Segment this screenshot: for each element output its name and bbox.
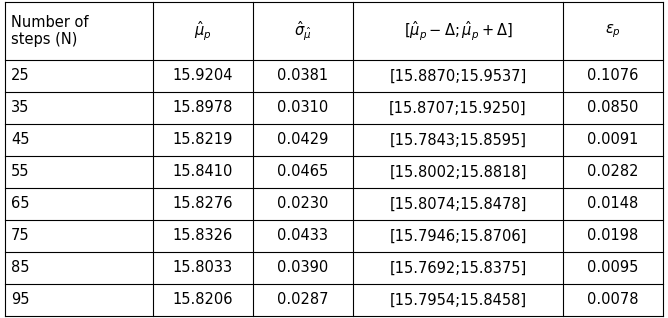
Text: $\epsilon_p$: $\epsilon_p$ xyxy=(605,22,621,40)
Text: 0.0465: 0.0465 xyxy=(277,164,329,179)
Text: 65: 65 xyxy=(11,197,29,211)
Text: Number of
steps (N): Number of steps (N) xyxy=(11,15,88,47)
Text: 15.8326: 15.8326 xyxy=(173,229,233,244)
Text: 15.8206: 15.8206 xyxy=(173,293,233,308)
Text: 85: 85 xyxy=(11,260,29,275)
Text: 15.9204: 15.9204 xyxy=(173,68,233,84)
Text: 0.0429: 0.0429 xyxy=(277,133,329,148)
Text: 0.0095: 0.0095 xyxy=(587,260,639,275)
Text: 25: 25 xyxy=(11,68,29,84)
Text: 0.0850: 0.0850 xyxy=(587,100,639,115)
Text: [15.7692;15.8375]: [15.7692;15.8375] xyxy=(389,260,526,275)
Text: [15.8707;15.9250]: [15.8707;15.9250] xyxy=(389,100,527,115)
Text: 45: 45 xyxy=(11,133,29,148)
Text: 15.8033: 15.8033 xyxy=(173,260,233,275)
Text: 0.0078: 0.0078 xyxy=(587,293,639,308)
Text: [15.8074;15.8478]: [15.8074;15.8478] xyxy=(389,197,526,211)
Text: 35: 35 xyxy=(11,100,29,115)
Text: 75: 75 xyxy=(11,229,29,244)
Text: 95: 95 xyxy=(11,293,29,308)
Text: 0.0148: 0.0148 xyxy=(587,197,639,211)
Text: 15.8219: 15.8219 xyxy=(173,133,233,148)
Text: [15.8870;15.9537]: [15.8870;15.9537] xyxy=(389,68,526,84)
Text: 0.0230: 0.0230 xyxy=(277,197,329,211)
Text: 0.0287: 0.0287 xyxy=(277,293,329,308)
Text: [15.7946;15.8706]: [15.7946;15.8706] xyxy=(389,229,526,244)
Text: 0.0282: 0.0282 xyxy=(587,164,639,179)
Text: $\hat{\mu}_p$: $\hat{\mu}_p$ xyxy=(194,19,212,43)
Text: 0.1076: 0.1076 xyxy=(587,68,639,84)
Text: $[\hat{\mu}_p - \Delta; \hat{\mu}_p + \Delta]$: $[\hat{\mu}_p - \Delta; \hat{\mu}_p + \D… xyxy=(403,19,512,43)
Text: 0.0198: 0.0198 xyxy=(587,229,639,244)
Text: [15.8002;15.8818]: [15.8002;15.8818] xyxy=(389,164,526,179)
Text: [15.7843;15.8595]: [15.7843;15.8595] xyxy=(389,133,526,148)
Text: 15.8410: 15.8410 xyxy=(173,164,233,179)
Text: 0.0310: 0.0310 xyxy=(277,100,329,115)
Text: 0.0433: 0.0433 xyxy=(277,229,329,244)
Text: [15.7954;15.8458]: [15.7954;15.8458] xyxy=(389,293,526,308)
Text: 55: 55 xyxy=(11,164,29,179)
Text: 0.0381: 0.0381 xyxy=(277,68,329,84)
Text: 15.8276: 15.8276 xyxy=(173,197,233,211)
Text: 15.8978: 15.8978 xyxy=(173,100,233,115)
Text: $\hat{\sigma}_{\hat{\mu}}$: $\hat{\sigma}_{\hat{\mu}}$ xyxy=(295,19,312,43)
Text: 0.0091: 0.0091 xyxy=(587,133,639,148)
Text: 0.0390: 0.0390 xyxy=(277,260,329,275)
